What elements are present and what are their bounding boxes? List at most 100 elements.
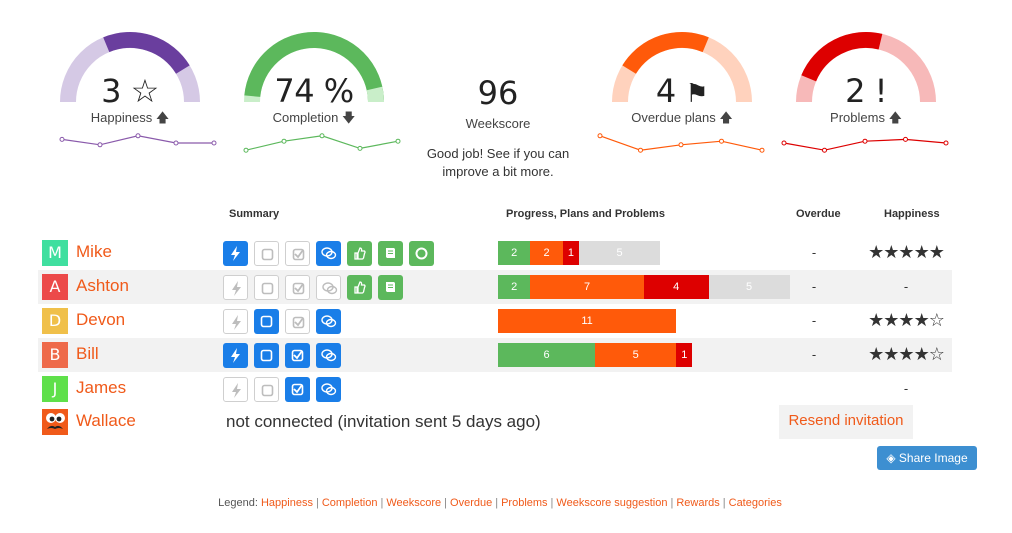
chat-icon[interactable]: [316, 343, 341, 368]
box-icon[interactable]: [254, 275, 279, 300]
sparkline-point: [211, 140, 217, 146]
happiness-value: -: [903, 381, 909, 396]
weekscore-panel[interactable]: 96 Weekscore Good job! See if you can im…: [420, 74, 576, 181]
weekscore-message: Good job! See if you can improve a bit m…: [426, 146, 570, 179]
circle-icon[interactable]: [409, 241, 434, 266]
legend-link[interactable]: Weekscore: [386, 497, 442, 509]
arrow-down-icon: 🡇: [342, 110, 356, 125]
gauge-happiness-value: 3 ☆: [101, 72, 160, 110]
resend-invitation-button[interactable]: Resend invitation: [779, 405, 913, 439]
box-icon[interactable]: [254, 241, 279, 266]
check-icon[interactable]: [285, 275, 310, 300]
sparkline-point: [357, 145, 363, 151]
avatar: J: [42, 376, 68, 402]
arrow-up-icon: 🡅: [155, 110, 170, 125]
gauge-overdue-sparkline: [597, 133, 765, 153]
sparkline-point: [597, 133, 603, 139]
avatar: A: [42, 274, 68, 300]
user-name[interactable]: James: [76, 378, 127, 397]
user-name[interactable]: Wallace: [76, 411, 136, 430]
legend-link[interactable]: Completion: [321, 497, 378, 509]
user-name[interactable]: Bill: [76, 344, 99, 363]
overdue-value: -: [811, 347, 817, 362]
chat-icon[interactable]: [316, 241, 341, 266]
bolt-icon[interactable]: [223, 241, 248, 266]
chat-icon[interactable]: [316, 309, 341, 334]
sparkline-point: [638, 147, 643, 153]
sparkline-point: [781, 140, 787, 146]
share-image-button[interactable]: ◈ Share Image: [877, 446, 977, 470]
legend-separator: |: [380, 497, 384, 509]
sparkline-point: [719, 138, 724, 144]
legend-link[interactable]: Happiness: [260, 497, 313, 509]
check-icon[interactable]: [285, 343, 310, 368]
gauge-completion-label: Completion 🡇: [272, 110, 356, 125]
gauge-completion[interactable]: 74 % Completion 🡇: [242, 30, 401, 195]
chat-icon[interactable]: [316, 275, 341, 300]
legend-separator: |: [495, 497, 499, 509]
star-outline-icon: ☆: [130, 72, 160, 110]
gauge-completion-sparkline: [243, 133, 401, 153]
layers-icon: ◈: [886, 451, 896, 465]
column-progress: Progress, Plans and Problems: [506, 208, 665, 220]
gauge-track-end: [366, 86, 384, 103]
overdue-value: -: [811, 279, 817, 294]
bar-segment-progress: 6: [498, 343, 596, 367]
bolt-icon[interactable]: [223, 377, 248, 402]
legend-link[interactable]: Weekscore suggestion: [556, 497, 668, 509]
bar-segment-plans: 11: [498, 309, 677, 333]
check-icon[interactable]: [285, 241, 310, 266]
legend-link[interactable]: Rewards: [676, 497, 720, 509]
box-icon[interactable]: [254, 377, 279, 402]
gauge-overdue[interactable]: 4 ⚑ Overdue plans 🡅: [597, 30, 765, 195]
weekscore-label: Weekscore: [465, 116, 531, 131]
thumb-icon[interactable]: [347, 275, 372, 300]
legend-separator: |: [315, 497, 319, 509]
overdue-value: -: [811, 245, 817, 260]
legend-link[interactable]: Problems: [501, 497, 548, 509]
table-row: D Devon 11 - ★★★★☆: [38, 304, 952, 338]
legend-link[interactable]: Categories: [728, 497, 782, 509]
bar-segment-progress: 2: [498, 275, 531, 299]
bar-segment-remaining: 5: [579, 241, 660, 265]
user-name[interactable]: Mike: [76, 242, 112, 261]
sparkline-point: [97, 142, 103, 148]
check-icon[interactable]: [285, 377, 310, 402]
gauge-happiness-label: Happiness 🡅: [90, 110, 170, 125]
bar-segment-plans: 5: [595, 343, 677, 367]
bolt-icon[interactable]: [223, 309, 248, 334]
book-icon[interactable]: [378, 241, 403, 266]
gauge-problems-value: 2 !: [845, 72, 887, 110]
happiness-stars: ★★★★★: [868, 242, 945, 262]
sparkline-point: [903, 136, 908, 142]
table-row: A Ashton 2 7 4 5 - -: [38, 270, 952, 304]
chat-icon[interactable]: [316, 377, 341, 402]
arrow-up-icon: 🡅: [888, 110, 902, 125]
table-row: B Bill 6 5 1 - ★★★★☆: [38, 338, 952, 372]
check-icon[interactable]: [285, 309, 310, 334]
sparkline-point: [281, 138, 287, 144]
thumb-icon[interactable]: [347, 241, 372, 266]
legend-separator: |: [670, 497, 674, 509]
bar-segment-problems: 1: [562, 241, 579, 265]
sparkline-point: [319, 133, 325, 139]
avatar: D: [42, 308, 68, 334]
user-name[interactable]: Ashton: [76, 276, 129, 295]
sparkline-point: [759, 147, 765, 153]
gauge-problems[interactable]: 2 ! Problems 🡅: [781, 30, 949, 195]
legend-link[interactable]: Overdue: [450, 497, 493, 509]
gauge-happiness-sparkline: [59, 133, 217, 148]
gauge-overdue-arc: [612, 32, 752, 103]
box-icon[interactable]: [254, 343, 279, 368]
book-icon[interactable]: [378, 275, 403, 300]
avatar: B: [42, 342, 68, 368]
user-name[interactable]: Devon: [76, 310, 126, 329]
sparkline-point: [678, 142, 684, 148]
gauge-happiness[interactable]: 3 ☆ Happiness 🡅: [58, 30, 217, 195]
bar-segment-problems: 1: [676, 343, 693, 367]
bolt-icon[interactable]: [223, 343, 248, 368]
sparkline-point: [862, 138, 868, 144]
box-icon[interactable]: [254, 309, 279, 334]
gauge-problems-arc: [796, 32, 936, 103]
bolt-icon[interactable]: [223, 275, 248, 300]
